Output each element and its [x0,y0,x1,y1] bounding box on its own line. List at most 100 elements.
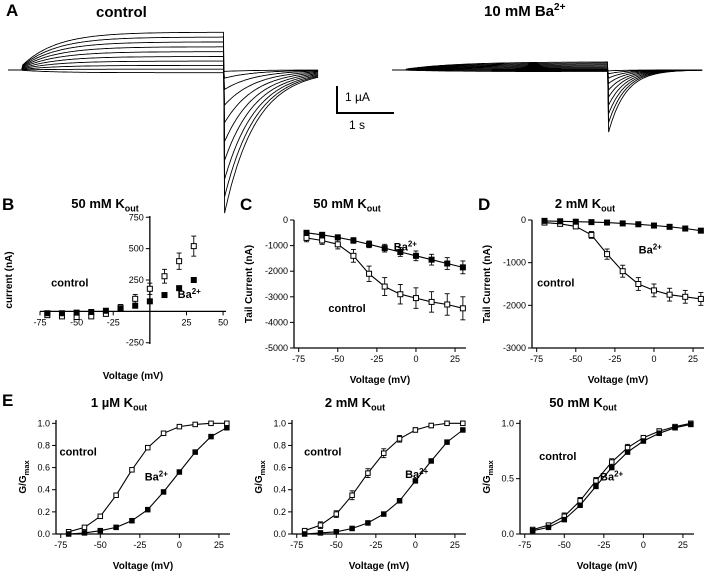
svg-text:-75: -75 [290,540,303,550]
panel-e2-title-text: 2 mM K [324,395,372,410]
panel-e1-chart: -75 -50 -25 0 25 0.0 0.2 0.4 0.6 0.8 1.0 Voltage (m… [14,412,242,574]
scalebar-amplitude [336,86,338,114]
svg-text:-4000: -4000 [265,317,288,327]
svg-text:G/Gmax: G/Gmax [482,459,495,493]
svg-text:Voltage (mV): Voltage (mV) [113,561,173,572]
svg-text:Tail Current (nA): Tail Current (nA) [244,245,255,323]
svg-text:0: 0 [283,215,288,225]
svg-text:-75: -75 [54,540,67,550]
panel-a-ba-title-text: 10 mM Ba [484,3,555,20]
panel-d-chart: -75 -50 -25 0 25 0 -1000 -2000 -3000 Voltage (mV)… [478,212,716,388]
panel-b-title: 50 mM Kout [10,196,200,214]
svg-text:-25: -25 [133,540,146,550]
panel-e3-title-text: 50 mM K [549,395,603,410]
svg-text:Ba2+: Ba2+ [600,469,624,483]
svg-text:-5000: -5000 [265,343,288,353]
svg-text:25: 25 [688,354,698,364]
svg-text:750: 750 [129,212,144,222]
panel-c-title-text: 50 mM K [313,196,367,211]
svg-text:Voltage (mV): Voltage (mV) [349,561,409,572]
svg-text:control: control [51,277,88,289]
svg-text:Voltage (mV): Voltage (mV) [350,375,410,386]
svg-text:-50: -50 [558,540,571,550]
svg-text:-75: -75 [530,354,543,364]
svg-text:0: 0 [413,540,418,550]
panel-d-label: D [478,195,491,214]
svg-text:-50: -50 [330,540,343,550]
svg-text:-3000: -3000 [265,292,288,302]
panel-b-label: B [2,195,15,214]
svg-text:-75: -75 [518,540,531,550]
svg-text:0.2: 0.2 [37,507,50,517]
panel-e3-title: 50 mM Kout [488,395,678,413]
panel-e1-title: 1 µM Kout [24,395,214,413]
svg-text:-50: -50 [331,354,344,364]
svg-text:-25: -25 [369,540,382,550]
svg-text:current (nA): current (nA) [4,251,15,308]
panel-d-title-sub: out [601,203,616,214]
svg-text:25: 25 [214,540,224,550]
svg-text:G/Gmax: G/Gmax [18,459,31,493]
scalebar-amplitude-label: 1 µA [345,90,370,104]
svg-text:Ba2+: Ba2+ [394,240,418,254]
panel-d-title-text: 2 mM K [554,196,602,211]
svg-text:0: 0 [521,215,526,225]
panel-a-control-title: control [96,4,147,21]
panel-c-title: 50 mM Kout [252,196,442,214]
panel-e3-chart: -75 -50 -25 0 25 0.0 0.5 1.0 Voltage (mV) G/Gmax c… [478,412,706,574]
svg-text:Voltage (mV): Voltage (mV) [577,561,637,572]
svg-text:-25: -25 [597,540,610,550]
svg-text:25: 25 [181,317,191,327]
svg-text:G/Gmax: G/Gmax [254,459,267,493]
svg-text:Ba2+: Ba2+ [405,467,429,481]
panel-a-ba-title-sup: 2+ [554,2,566,13]
panel-c-label: C [240,195,253,214]
svg-text:1.0: 1.0 [501,418,514,428]
svg-text:500: 500 [129,244,144,254]
panel-b-title-sub: out [124,203,139,214]
svg-text:1.0: 1.0 [273,418,286,428]
svg-text:1.0: 1.0 [37,418,50,428]
panel-e3-title-sub: out [602,402,617,413]
svg-text:control: control [539,451,576,463]
svg-text:0: 0 [641,540,646,550]
svg-text:0.0: 0.0 [273,529,286,539]
svg-text:0.6: 0.6 [37,463,50,473]
svg-text:-25: -25 [370,354,383,364]
svg-text:Ba2+: Ba2+ [639,242,663,256]
panel-c-chart: -75 -50 -25 0 25 0 -1000 -2000 -3000 -4000 -5000 Vo… [240,212,478,388]
svg-text:-75: -75 [33,317,46,327]
svg-text:-50: -50 [70,317,83,327]
svg-text:0: 0 [177,540,182,550]
panel-d-title: 2 mM Kout [490,196,680,214]
svg-text:0.0: 0.0 [37,529,50,539]
panel-b-title-text: 50 mM K [71,196,125,211]
svg-text:-250: -250 [126,338,144,348]
svg-text:-50: -50 [94,540,107,550]
svg-text:0: 0 [413,354,418,364]
panel-a-label: A [6,1,19,20]
panel-e2-chart: -75 -50 -25 0 25 0.0 0.2 0.4 0.6 0.8 1.0 Voltage (m… [250,412,478,574]
svg-text:0.4: 0.4 [273,485,286,495]
control-current-traces [8,22,321,222]
svg-text:50: 50 [218,317,228,327]
svg-text:0.6: 0.6 [273,463,286,473]
panel-a-ba-title: 10 mM Ba2+ [484,2,566,20]
svg-text:0.4: 0.4 [37,485,50,495]
svg-text:-25: -25 [107,317,120,327]
svg-text:Ba2+: Ba2+ [145,469,169,483]
svg-text:Voltage (mV): Voltage (mV) [588,375,648,386]
scalebar-time [336,112,394,114]
svg-text:-2000: -2000 [503,300,526,310]
svg-text:Ba2+: Ba2+ [178,287,202,301]
svg-text:-1000: -1000 [265,241,288,251]
svg-text:-25: -25 [608,354,621,364]
svg-text:-1000: -1000 [503,258,526,268]
svg-text:25: 25 [678,540,688,550]
svg-text:Tail Current (nA): Tail Current (nA) [482,245,493,323]
panel-e-label: E [2,391,14,410]
svg-text:-50: -50 [569,354,582,364]
svg-text:0: 0 [651,354,656,364]
svg-text:0.8: 0.8 [273,440,286,450]
svg-text:control: control [537,278,574,290]
